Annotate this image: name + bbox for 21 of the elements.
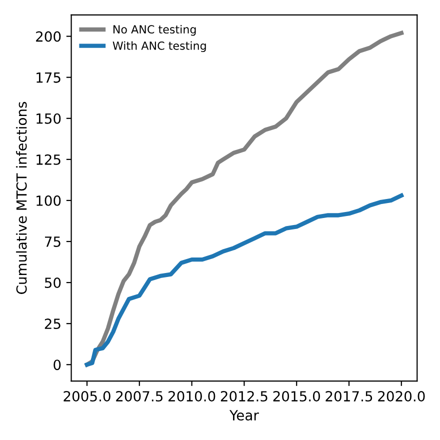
x-tick-label: 2010.0 — [168, 391, 216, 402]
y-tick-label: 0 — [54, 360, 61, 370]
y-axis-title: Cumulative MTCT infections — [16, 102, 27, 294]
x-tick-label: 2005.0 — [64, 391, 110, 402]
x-tick-label: 2015.0 — [273, 391, 320, 402]
y-tick-label: 175 — [36, 72, 60, 83]
y-tick-label: 50 — [44, 278, 61, 288]
legend-label: No ANC testing — [113, 24, 196, 36]
y-tick-label: 125 — [36, 154, 60, 165]
y-tick-label: 100 — [36, 195, 61, 206]
legend-label: With ANC testing — [112, 41, 206, 52]
y-tick-label: 150 — [36, 113, 61, 124]
y-tick-label: 200 — [36, 31, 61, 42]
y-tick-label: 25 — [44, 318, 60, 330]
x-tick-label: 2012.5 — [220, 391, 268, 402]
y-tick-label: 75 — [45, 236, 60, 247]
x-axis-title: Year — [229, 410, 259, 421]
x-tick-label: 2020.0 — [378, 391, 425, 402]
x-tick-label: 2007.5 — [116, 391, 162, 402]
line-series — [84, 193, 404, 367]
x-tick-label: 2017.5 — [326, 391, 372, 402]
